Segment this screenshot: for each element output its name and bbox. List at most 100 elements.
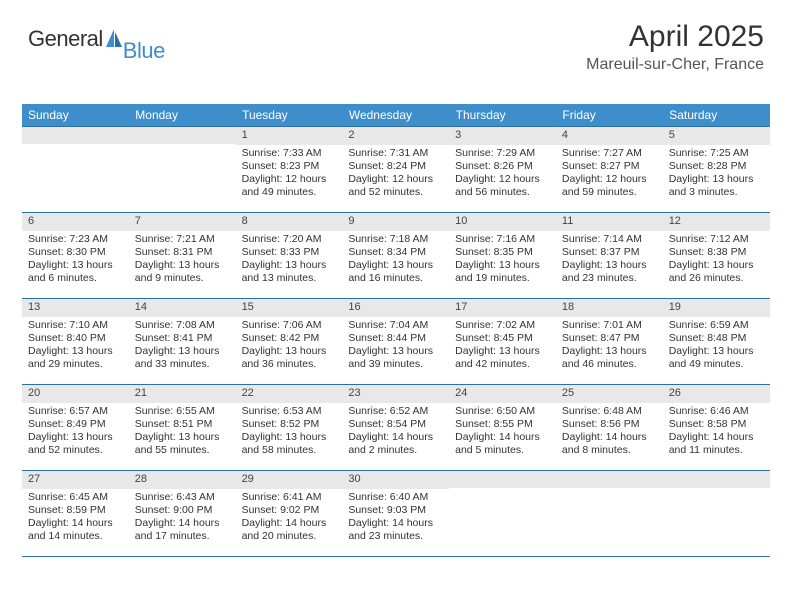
sunrise-text: Sunrise: 6:45 AM	[28, 491, 123, 504]
cell-body: Sunrise: 7:31 AMSunset: 8:24 PMDaylight:…	[342, 145, 449, 204]
date-number: 30	[342, 471, 449, 489]
sunrise-text: Sunrise: 6:50 AM	[455, 405, 550, 418]
sunset-text: Sunset: 8:54 PM	[348, 418, 443, 431]
cell-body-empty	[129, 144, 236, 204]
cell-body: Sunrise: 7:04 AMSunset: 8:44 PMDaylight:…	[342, 317, 449, 376]
calendar-row: 13Sunrise: 7:10 AMSunset: 8:40 PMDayligh…	[22, 299, 770, 385]
cell-body: Sunrise: 7:27 AMSunset: 8:27 PMDaylight:…	[556, 145, 663, 204]
date-number: 29	[236, 471, 343, 489]
daylight-text: Daylight: 13 hours and 52 minutes.	[28, 431, 123, 457]
sunrise-text: Sunrise: 7:02 AM	[455, 319, 550, 332]
cell-body: Sunrise: 7:23 AMSunset: 8:30 PMDaylight:…	[22, 231, 129, 290]
cell-body: Sunrise: 6:57 AMSunset: 8:49 PMDaylight:…	[22, 403, 129, 462]
sunrise-text: Sunrise: 7:29 AM	[455, 147, 550, 160]
daylight-text: Daylight: 13 hours and 42 minutes.	[455, 345, 550, 371]
sunset-text: Sunset: 8:37 PM	[562, 246, 657, 259]
day-header: Friday	[556, 104, 663, 127]
sunset-text: Sunset: 8:31 PM	[135, 246, 230, 259]
calendar-row: 20Sunrise: 6:57 AMSunset: 8:49 PMDayligh…	[22, 385, 770, 471]
calendar-table: Sunday Monday Tuesday Wednesday Thursday…	[22, 104, 770, 557]
cell-body-empty	[663, 488, 770, 548]
sunset-text: Sunset: 9:00 PM	[135, 504, 230, 517]
calendar-cell: 18Sunrise: 7:01 AMSunset: 8:47 PMDayligh…	[556, 299, 663, 385]
calendar-cell: 20Sunrise: 6:57 AMSunset: 8:49 PMDayligh…	[22, 385, 129, 471]
calendar-cell: 27Sunrise: 6:45 AMSunset: 8:59 PMDayligh…	[22, 471, 129, 557]
day-header: Wednesday	[342, 104, 449, 127]
sunset-text: Sunset: 8:40 PM	[28, 332, 123, 345]
sunrise-text: Sunrise: 6:53 AM	[242, 405, 337, 418]
calendar-cell: 2Sunrise: 7:31 AMSunset: 8:24 PMDaylight…	[342, 127, 449, 213]
sunrise-text: Sunrise: 7:12 AM	[669, 233, 764, 246]
sunset-text: Sunset: 9:02 PM	[242, 504, 337, 517]
calendar-cell: 5Sunrise: 7:25 AMSunset: 8:28 PMDaylight…	[663, 127, 770, 213]
calendar-cell	[22, 127, 129, 213]
cell-body: Sunrise: 7:18 AMSunset: 8:34 PMDaylight:…	[342, 231, 449, 290]
daylight-text: Daylight: 13 hours and 58 minutes.	[242, 431, 337, 457]
date-number: 7	[129, 213, 236, 231]
date-number: 1	[236, 127, 343, 145]
daylight-text: Daylight: 13 hours and 55 minutes.	[135, 431, 230, 457]
sunset-text: Sunset: 9:03 PM	[348, 504, 443, 517]
sunrise-text: Sunrise: 6:52 AM	[348, 405, 443, 418]
date-bar-empty	[22, 127, 129, 144]
daylight-text: Daylight: 14 hours and 17 minutes.	[135, 517, 230, 543]
calendar-cell: 26Sunrise: 6:46 AMSunset: 8:58 PMDayligh…	[663, 385, 770, 471]
cell-body: Sunrise: 7:25 AMSunset: 8:28 PMDaylight:…	[663, 145, 770, 204]
sunrise-text: Sunrise: 6:59 AM	[669, 319, 764, 332]
date-number: 22	[236, 385, 343, 403]
sunrise-text: Sunrise: 6:43 AM	[135, 491, 230, 504]
sunset-text: Sunset: 8:48 PM	[669, 332, 764, 345]
sunrise-text: Sunrise: 6:46 AM	[669, 405, 764, 418]
sunrise-text: Sunrise: 7:21 AM	[135, 233, 230, 246]
sunrise-text: Sunrise: 6:41 AM	[242, 491, 337, 504]
sunrise-text: Sunrise: 7:14 AM	[562, 233, 657, 246]
day-header: Monday	[129, 104, 236, 127]
sunset-text: Sunset: 8:28 PM	[669, 160, 764, 173]
calendar-cell: 22Sunrise: 6:53 AMSunset: 8:52 PMDayligh…	[236, 385, 343, 471]
sunrise-text: Sunrise: 7:25 AM	[669, 147, 764, 160]
daylight-text: Daylight: 12 hours and 52 minutes.	[348, 173, 443, 199]
cell-body: Sunrise: 6:40 AMSunset: 9:03 PMDaylight:…	[342, 489, 449, 548]
sunset-text: Sunset: 8:52 PM	[242, 418, 337, 431]
daylight-text: Daylight: 13 hours and 9 minutes.	[135, 259, 230, 285]
calendar-cell: 16Sunrise: 7:04 AMSunset: 8:44 PMDayligh…	[342, 299, 449, 385]
daylight-text: Daylight: 14 hours and 11 minutes.	[669, 431, 764, 457]
date-number: 2	[342, 127, 449, 145]
cell-body: Sunrise: 6:50 AMSunset: 8:55 PMDaylight:…	[449, 403, 556, 462]
daylight-text: Daylight: 13 hours and 46 minutes.	[562, 345, 657, 371]
cell-body: Sunrise: 7:02 AMSunset: 8:45 PMDaylight:…	[449, 317, 556, 376]
sunset-text: Sunset: 8:34 PM	[348, 246, 443, 259]
cell-body: Sunrise: 6:53 AMSunset: 8:52 PMDaylight:…	[236, 403, 343, 462]
cell-body: Sunrise: 7:21 AMSunset: 8:31 PMDaylight:…	[129, 231, 236, 290]
date-number: 21	[129, 385, 236, 403]
calendar-cell: 28Sunrise: 6:43 AMSunset: 9:00 PMDayligh…	[129, 471, 236, 557]
calendar-cell: 4Sunrise: 7:27 AMSunset: 8:27 PMDaylight…	[556, 127, 663, 213]
date-number: 9	[342, 213, 449, 231]
daylight-text: Daylight: 14 hours and 23 minutes.	[348, 517, 443, 543]
date-number: 12	[663, 213, 770, 231]
sunset-text: Sunset: 8:49 PM	[28, 418, 123, 431]
calendar-cell: 9Sunrise: 7:18 AMSunset: 8:34 PMDaylight…	[342, 213, 449, 299]
cell-body: Sunrise: 7:20 AMSunset: 8:33 PMDaylight:…	[236, 231, 343, 290]
page-title: April 2025	[586, 20, 764, 54]
sunrise-text: Sunrise: 7:16 AM	[455, 233, 550, 246]
calendar-cell: 3Sunrise: 7:29 AMSunset: 8:26 PMDaylight…	[449, 127, 556, 213]
daylight-text: Daylight: 14 hours and 20 minutes.	[242, 517, 337, 543]
sunset-text: Sunset: 8:44 PM	[348, 332, 443, 345]
date-number: 6	[22, 213, 129, 231]
date-bar-empty	[129, 127, 236, 144]
sunrise-text: Sunrise: 7:23 AM	[28, 233, 123, 246]
daylight-text: Daylight: 14 hours and 8 minutes.	[562, 431, 657, 457]
sunset-text: Sunset: 8:45 PM	[455, 332, 550, 345]
sunrise-text: Sunrise: 6:40 AM	[348, 491, 443, 504]
logo: General Blue	[28, 26, 165, 52]
calendar-cell: 14Sunrise: 7:08 AMSunset: 8:41 PMDayligh…	[129, 299, 236, 385]
calendar-cell	[449, 471, 556, 557]
calendar-cell	[556, 471, 663, 557]
calendar-cell: 30Sunrise: 6:40 AMSunset: 9:03 PMDayligh…	[342, 471, 449, 557]
daylight-text: Daylight: 13 hours and 3 minutes.	[669, 173, 764, 199]
sunset-text: Sunset: 8:55 PM	[455, 418, 550, 431]
daylight-text: Daylight: 12 hours and 49 minutes.	[242, 173, 337, 199]
calendar-cell: 23Sunrise: 6:52 AMSunset: 8:54 PMDayligh…	[342, 385, 449, 471]
calendar-cell: 8Sunrise: 7:20 AMSunset: 8:33 PMDaylight…	[236, 213, 343, 299]
